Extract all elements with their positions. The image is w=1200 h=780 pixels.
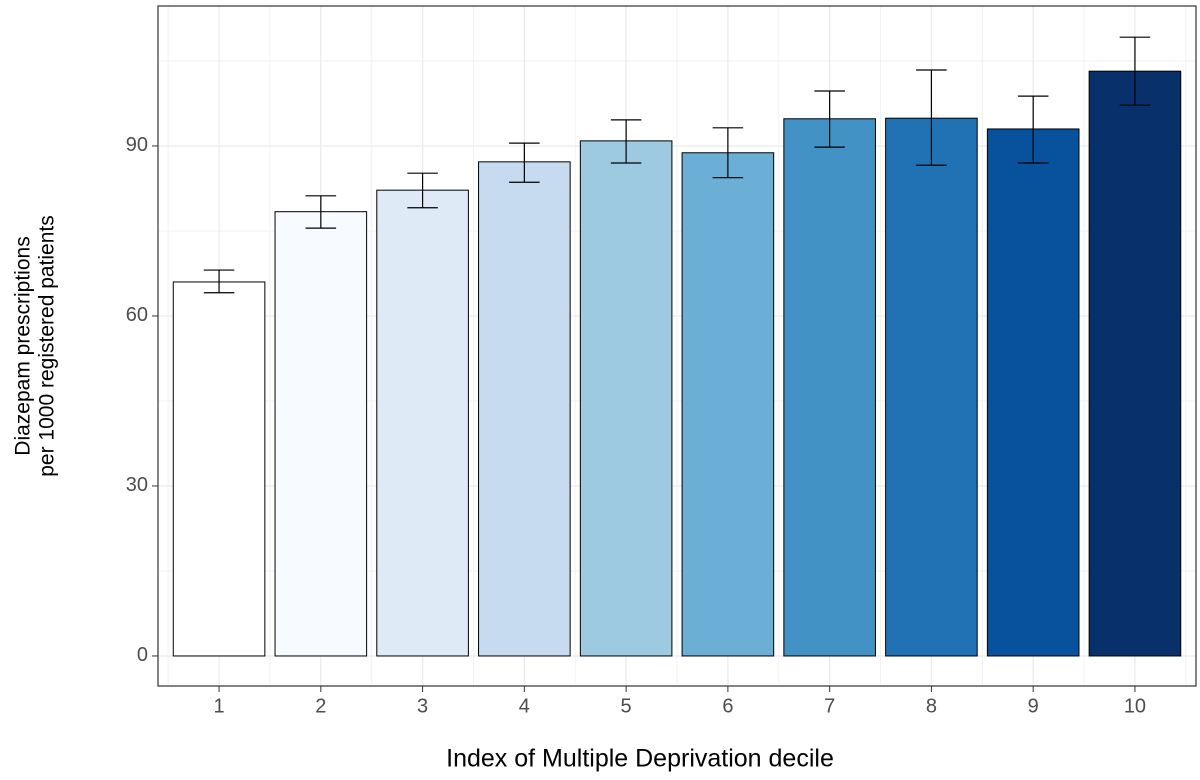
x-tick-label: 10 <box>1124 695 1146 717</box>
bar <box>783 118 876 657</box>
bar <box>1088 70 1182 657</box>
bar <box>681 152 775 657</box>
y-axis-title: Diazepam prescriptions <box>12 236 35 455</box>
x-tick-label: 9 <box>1028 695 1039 717</box>
bar <box>986 128 1080 657</box>
x-tick-label: 3 <box>417 695 428 717</box>
bar <box>274 211 368 657</box>
x-tick-label: 8 <box>926 695 937 717</box>
bar <box>579 140 673 657</box>
x-tick-label: 4 <box>519 695 530 717</box>
y-tick-label: 60 <box>126 304 148 326</box>
plot-border <box>157 5 1197 687</box>
bar <box>478 161 571 657</box>
y-tick-label: 90 <box>126 134 148 156</box>
x-axis-title: Index of Multiple Deprivation decile <box>446 745 834 773</box>
y-axis-title: per 1000 registered patients <box>36 215 59 477</box>
x-tick-label: 7 <box>824 695 835 717</box>
x-tick-label: 6 <box>722 695 733 717</box>
y-tick-label: 0 <box>137 644 148 666</box>
x-tick-label: 1 <box>213 695 224 717</box>
x-tick-label: 2 <box>315 695 326 717</box>
x-tick-label: 5 <box>621 695 632 717</box>
bar <box>885 117 978 657</box>
bar <box>172 281 266 657</box>
y-tick-label: 30 <box>126 474 148 496</box>
bar <box>376 189 469 657</box>
